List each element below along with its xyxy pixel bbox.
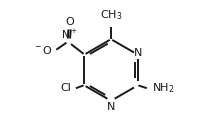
Text: Cl: Cl <box>61 83 72 93</box>
Text: N: N <box>134 48 142 58</box>
Text: O: O <box>65 17 74 27</box>
Text: CH$_3$: CH$_3$ <box>100 9 122 22</box>
Text: N$^+$: N$^+$ <box>61 28 77 41</box>
Text: $^-$O: $^-$O <box>33 44 53 56</box>
Text: NH$_2$: NH$_2$ <box>152 81 174 95</box>
Text: N: N <box>107 102 115 112</box>
